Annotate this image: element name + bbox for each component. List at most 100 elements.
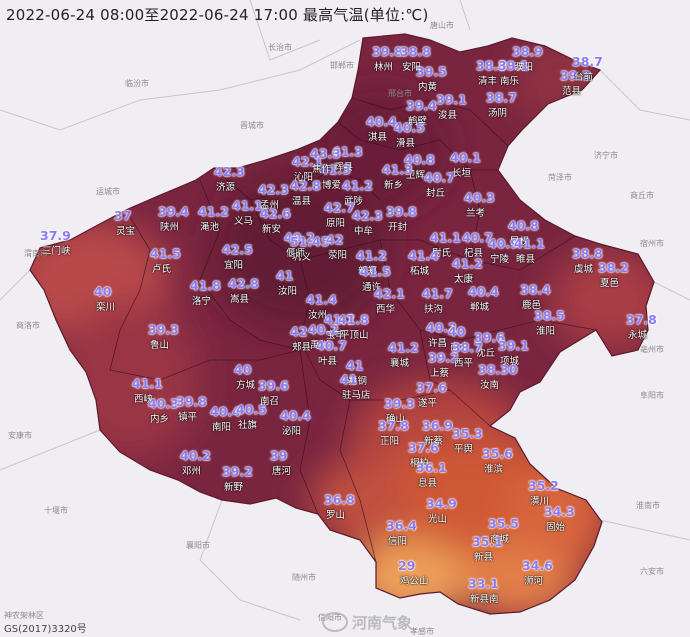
station-name-浚县: 浚县 (438, 110, 458, 121)
outer-place-济宁市: 济宁市 (594, 151, 618, 160)
station-temp-济源: 42.3 (214, 164, 245, 179)
station-name-嵩县: 嵩县 (230, 294, 250, 305)
station-name-项城: 项城 (500, 356, 520, 367)
station-temp-淮滨: 35.6 (482, 446, 513, 461)
station-temp-固始: 34.3 (544, 504, 575, 519)
station-name-西峡: 西峡 (134, 394, 154, 405)
station-name-方城: 方城 (236, 380, 256, 391)
station-temp-清丰: 38.8 (476, 58, 507, 73)
station-temp-平舆: 35.3 (452, 426, 483, 441)
station-name-新乡: 新乡 (384, 180, 404, 191)
station-temp-西平: 38.7 (452, 340, 483, 355)
station-name-民权: 民权 (510, 236, 530, 247)
outer-place-随州市: 随州市 (292, 573, 316, 582)
outer-place-十堰市: 十堰市 (44, 506, 68, 515)
station-name-渑池: 渑池 (200, 222, 220, 233)
station-name-辉县: 辉县 (334, 162, 354, 173)
station-name-义马: 义马 (234, 216, 254, 227)
station-name-驻马店: 驻马店 (342, 390, 371, 401)
station-name-上蔡: 上蔡 (430, 368, 450, 379)
station-temp-汝阳: 41 (276, 268, 294, 283)
station-temp-许昌: 40.2 (426, 320, 457, 335)
outer-place-邯郸市: 邯郸市 (330, 61, 354, 70)
station-name-新安: 新安 (262, 224, 282, 235)
station-temp-洛宁: 41.8 (190, 278, 221, 293)
station-temp-卢氏: 41.5 (150, 246, 181, 261)
station-name-济源: 济源 (216, 182, 236, 193)
station-name-原阳: 原阳 (326, 218, 346, 229)
station-name-鲁山: 鲁山 (150, 340, 170, 351)
station-name-荥阳: 荥阳 (328, 250, 348, 261)
station-name-平顶山: 平顶山 (340, 330, 369, 341)
station-temp-巩义: 51.45 (290, 234, 330, 249)
station-temp-汝州: 41.4 (306, 292, 337, 307)
station-name-永城: 永城 (628, 330, 648, 341)
station-name-通许: 通许 (362, 282, 382, 293)
station-temp-渑池: 41.2 (198, 204, 229, 219)
station-temp-鲁山: 39.3 (148, 322, 179, 337)
station-name-罗山: 罗山 (326, 510, 346, 521)
station-temp-鸡公山: 29 (398, 558, 416, 573)
station-temp-商城: 35.5 (488, 516, 519, 531)
gs-code: GS(2017)3320号 (4, 624, 87, 635)
station-temp-武陟: 41.2 (342, 178, 373, 193)
station-name-沁阳: 沁阳 (294, 172, 314, 183)
station-temp-扶沟: 41.7 (422, 286, 453, 301)
outer-place-商丘市: 商丘市 (630, 191, 654, 200)
station-temp-内黄: 39.5 (416, 64, 447, 79)
station-name-灵宝: 灵宝 (116, 226, 136, 237)
station-name-内黄: 内黄 (418, 82, 438, 93)
outer-place-商洛市: 商洛市 (16, 321, 40, 330)
station-temp-鹤壁: 39.4 (406, 98, 437, 113)
station-name-郏县: 郏县 (292, 342, 312, 353)
station-temp-栾川: 40 (94, 284, 112, 299)
station-name-孟州: 孟州 (260, 200, 280, 211)
station-name-新郑: 新郑 (358, 266, 378, 277)
station-name-台前: 台前 (574, 72, 594, 83)
station-name-鹤壁: 鹤壁 (408, 116, 428, 127)
station-name-尉氏: 尉氏 (432, 248, 452, 259)
station-temp-信阳: 36.4 (386, 518, 417, 533)
station-temp-镇平: 39.8 (176, 394, 207, 409)
station-name-社旗: 社旗 (238, 420, 258, 431)
station-name-封丘: 封丘 (426, 188, 446, 199)
station-temp-西华: 42.1 (374, 286, 405, 301)
station-temp-太康: 41.2 (452, 256, 483, 271)
station-temp-温县: 42.8 (290, 178, 321, 193)
station-name-宁陵: 宁陵 (490, 254, 510, 265)
station-name-林州: 林州 (374, 62, 394, 73)
station-temp-滑县: 40.5 (394, 120, 425, 135)
station-temp-平顶山: 41.8 (338, 312, 369, 327)
station-name-潢川: 潢川 (530, 496, 550, 507)
station-name-长垣: 长垣 (452, 168, 472, 179)
station-name-唐河: 唐河 (272, 466, 292, 477)
station-name-邓州: 邓州 (182, 466, 202, 477)
station-name-西华: 西华 (376, 304, 396, 315)
station-temp-襄城: 41.2 (388, 340, 419, 355)
station-temp-民权: 40.8 (508, 218, 539, 233)
station-temp-焦作: 43.3 (310, 146, 341, 161)
station-name-鹿邑: 鹿邑 (522, 300, 542, 311)
station-temp-宜阳: 42.5 (222, 242, 253, 257)
station-name-洛宁: 洛宁 (192, 296, 212, 307)
station-temp-卫辉: 40.8 (404, 152, 435, 167)
station-name-兰考: 兰考 (466, 208, 486, 219)
station-temp-息县: 36.1 (416, 460, 447, 475)
station-name-遂平: 遂平 (418, 398, 438, 409)
station-name-博爱: 博爱 (322, 180, 342, 191)
station-name-南召: 南召 (260, 396, 280, 407)
station-name-安阳: 安阳 (402, 62, 422, 73)
station-temp-柘城: 41.4 (408, 248, 439, 263)
station-temp-社旗: 40.5 (236, 402, 267, 417)
station-name-扶沟: 扶沟 (424, 304, 444, 315)
station-temp-辉县: 41.3 (332, 144, 363, 159)
map-title: 2022-06-24 08:00至2022-06-24 17:00 最高气温(单… (6, 6, 429, 24)
station-temp-虞城: 38.8 (572, 246, 603, 261)
station-name-桐柏: 桐柏 (410, 458, 430, 469)
station-temp-泌阳: 40.4 (280, 408, 311, 423)
station-name-栾川: 栾川 (96, 302, 116, 313)
outer-place-渭南市: 渭南市 (24, 249, 48, 258)
station-temp-夏邑: 38.2 (598, 260, 629, 275)
station-temp-沈丘: 39.6 (474, 330, 505, 345)
station-name-焦作: 焦作 (312, 164, 332, 175)
